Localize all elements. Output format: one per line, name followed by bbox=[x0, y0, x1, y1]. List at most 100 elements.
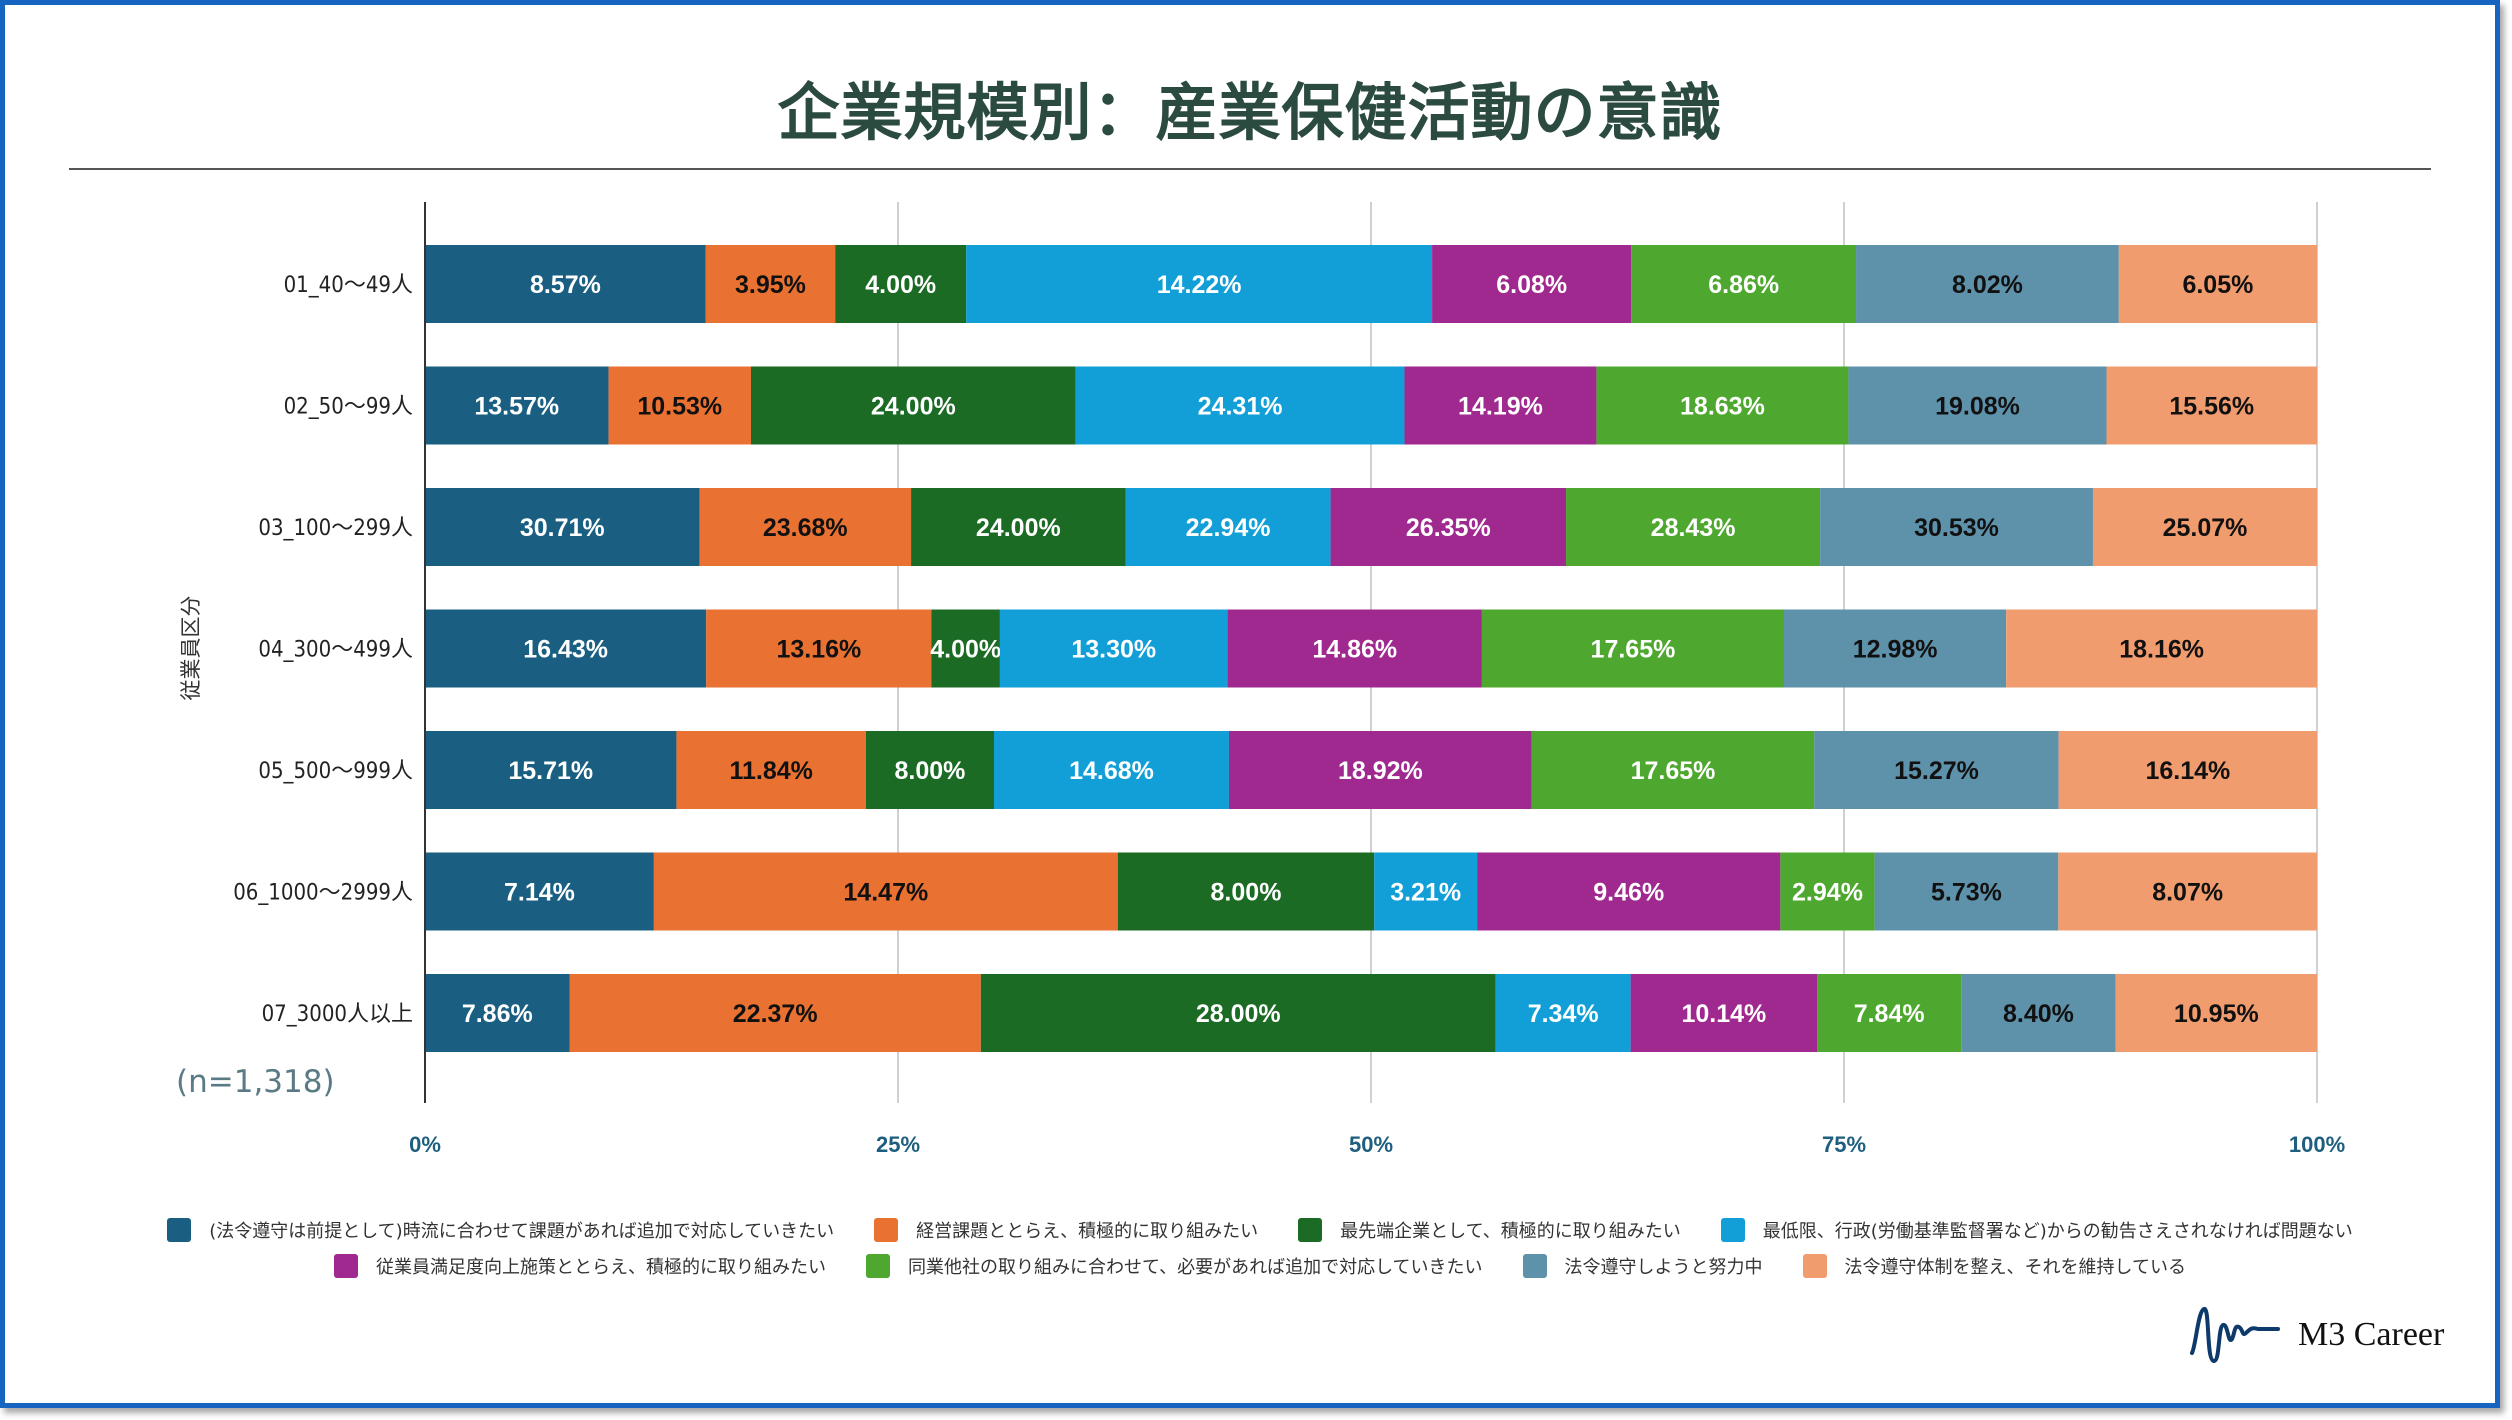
title-divider bbox=[69, 168, 2431, 170]
data-label: 13.30% bbox=[1071, 636, 1156, 664]
legend-label: 法令遵守体制を整え、それを維持している bbox=[1844, 1257, 2187, 1278]
data-label: 24.31% bbox=[1198, 393, 1283, 421]
data-label: 14.22% bbox=[1157, 271, 1242, 299]
legend-item: 最先端企業として、積極的に取り組みたい bbox=[1298, 1217, 1681, 1243]
bar-segment bbox=[1432, 245, 1632, 323]
data-label: 10.95% bbox=[2174, 1000, 2259, 1028]
data-label: 14.86% bbox=[1312, 636, 1397, 664]
bar-segment bbox=[1531, 731, 1815, 809]
x-tick-label: 50% bbox=[1349, 1132, 1393, 1157]
data-label: 6.86% bbox=[1708, 271, 1779, 299]
data-label: 25.07% bbox=[2163, 514, 2248, 542]
bar-segment bbox=[1227, 609, 1482, 688]
data-label: 14.19% bbox=[1458, 393, 1543, 421]
brand-logo: M3 Career bbox=[2190, 1305, 2444, 1365]
bar-segment bbox=[425, 488, 700, 566]
legend-row: (法令遵守は前提として)時流に合わせて課題があれば追加で対応していきたい 経営課題… bbox=[60, 1212, 2460, 1248]
data-label: 14.47% bbox=[843, 879, 928, 907]
data-label: 8.57% bbox=[530, 271, 601, 299]
legend-label: 従業員満足度向上施策ととらえ、積極的に取り組みたい bbox=[375, 1257, 826, 1278]
bar-segment bbox=[911, 488, 1126, 566]
data-label: 13.16% bbox=[776, 636, 861, 664]
legend-swatch bbox=[865, 1254, 890, 1278]
data-label: 26.35% bbox=[1406, 514, 1491, 542]
logo-text: M3 Career bbox=[2298, 1316, 2445, 1353]
bar-row: 15.71% 11.84% 8.00% 14.68% 18.92% 17.65% 15.27… bbox=[425, 731, 2317, 809]
data-label: 6.08% bbox=[1496, 271, 1567, 299]
bar-segment bbox=[1961, 974, 2116, 1052]
data-label: 8.00% bbox=[895, 757, 966, 785]
bar-row: 30.71% 23.68% 24.00% 22.94% 26.35% 28.43% 30.5… bbox=[425, 488, 2317, 566]
bar-segment bbox=[1874, 852, 2059, 931]
data-label: 23.68% bbox=[763, 514, 848, 542]
data-label: 18.63% bbox=[1680, 393, 1765, 421]
y-axis-label: 従業員区分 bbox=[179, 596, 203, 701]
bar-segment bbox=[835, 245, 967, 323]
bar-segment bbox=[1117, 852, 1375, 931]
data-label: 17.65% bbox=[1631, 757, 1716, 785]
legend-item: 経営課題ととらえ、積極的に取り組みたい bbox=[874, 1217, 1258, 1243]
bar-row: 13.57% 10.53% 24.00% 24.31% 14.19% 18.63% 19.0… bbox=[425, 366, 2317, 445]
bar-segment bbox=[1780, 852, 1875, 931]
category-label: 02_50～99人 bbox=[284, 395, 413, 420]
bar-segment bbox=[1477, 852, 1781, 931]
data-label: 28.00% bbox=[1196, 1000, 1281, 1028]
bar-segment bbox=[1566, 488, 1821, 566]
data-label: 9.46% bbox=[1593, 879, 1664, 907]
bar-segment bbox=[425, 609, 707, 688]
data-label: 6.05% bbox=[2182, 271, 2253, 299]
data-label: 4.00% bbox=[865, 271, 936, 299]
bar-segment bbox=[2092, 488, 2317, 566]
bar-segment bbox=[2058, 852, 2317, 931]
legend-item: 法令遵守しようと努力中 bbox=[1522, 1253, 1763, 1279]
legend-swatch bbox=[1802, 1254, 1827, 1278]
bar-segment bbox=[608, 366, 751, 445]
data-label: 24.00% bbox=[976, 514, 1061, 542]
data-label: 7.86% bbox=[462, 1000, 533, 1028]
data-label: 2.94% bbox=[1792, 879, 1863, 907]
data-label: 10.14% bbox=[1681, 1000, 1766, 1028]
bar-row: 7.14% 14.47% 8.00% 3.21% 9.46% 2.94% 5.73% 8.07… bbox=[425, 852, 2317, 931]
x-tick-label: 75% bbox=[1822, 1132, 1866, 1157]
bar-segment bbox=[1856, 245, 2119, 323]
data-label: 11.84% bbox=[729, 757, 812, 785]
data-label: 13.57% bbox=[474, 393, 559, 421]
data-label: 15.56% bbox=[2169, 393, 2254, 421]
bar-segment bbox=[2058, 731, 2317, 809]
bar-segment bbox=[1784, 609, 2007, 688]
stacked-bar-chart: 8.57% 3.95% 4.00% 14.22% 6.08% 6.86% 8.02% 6.05… bbox=[179, 202, 2345, 1157]
bar-segment bbox=[999, 609, 1228, 688]
x-tick-label: 0% bbox=[409, 1132, 441, 1157]
legend-swatch bbox=[167, 1218, 192, 1242]
bar-segment bbox=[966, 245, 1433, 323]
data-label: 7.14% bbox=[504, 879, 575, 907]
bar-segment bbox=[2118, 245, 2317, 323]
bar-segment bbox=[653, 852, 1118, 931]
bar-segment bbox=[2115, 974, 2317, 1052]
data-label: 18.92% bbox=[1338, 757, 1423, 785]
data-label: 24.00% bbox=[871, 393, 956, 421]
legend-label: 最先端企業として、積極的に取り組みたい bbox=[1340, 1221, 1681, 1242]
bar-segment bbox=[1075, 366, 1405, 445]
legend-row: 従業員満足度向上施策ととらえ、積極的に取り組みたい 同業他社の取り組みに合わせて、… bbox=[60, 1248, 2460, 1284]
data-label: 22.94% bbox=[1186, 514, 1271, 542]
bar-segment bbox=[865, 731, 994, 809]
data-label: 8.07% bbox=[2152, 879, 2223, 907]
bar-segment bbox=[425, 245, 706, 323]
legend-item: 法令遵守体制を整え、それを維持している bbox=[1802, 1253, 2187, 1279]
bar-segment bbox=[980, 974, 1496, 1052]
bar-segment bbox=[1848, 366, 2107, 445]
data-label: 3.95% bbox=[735, 271, 806, 299]
bar-segment bbox=[705, 245, 836, 323]
bar-segment bbox=[1817, 974, 1962, 1052]
legend-item: (法令遵守は前提として)時流に合わせて課題があれば追加で対応していきたい bbox=[167, 1217, 834, 1243]
legend-swatch bbox=[1298, 1218, 1323, 1242]
data-label: 12.98% bbox=[1853, 636, 1938, 664]
data-label: 16.14% bbox=[2145, 757, 2230, 785]
bar-segment bbox=[1495, 974, 1631, 1052]
data-label: 30.53% bbox=[1914, 514, 1999, 542]
bar-segment bbox=[1404, 366, 1597, 445]
bar-segment bbox=[1374, 852, 1478, 931]
legend-item: 最低限、行政(労働基準監督署など)からの勧告さえされなければ問題ない bbox=[1720, 1217, 2353, 1243]
